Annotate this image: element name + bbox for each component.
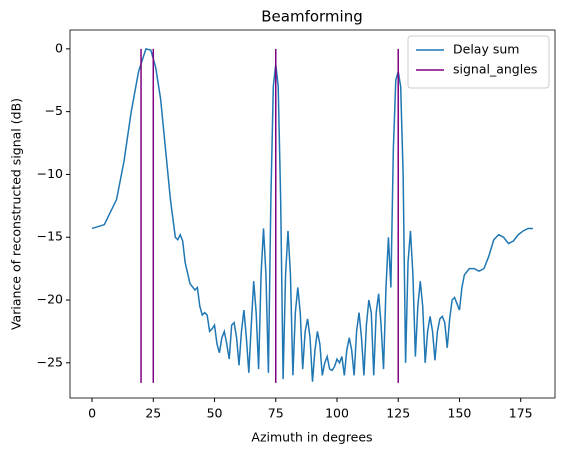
y-tick-label: −15 [37,229,63,244]
x-tick-label: 0 [88,406,96,421]
y-tick-label: 0 [55,40,63,55]
x-tick-label: 50 [207,406,223,421]
y-tick-label: −25 [37,354,63,369]
y-tick-label: −5 [45,103,63,118]
y-tick-label: −10 [37,166,63,181]
x-tick-label: 150 [448,406,472,421]
x-tick-label: 100 [325,406,349,421]
plot-frame [69,29,556,399]
x-tick-label: 25 [145,406,161,421]
legend-label: signal_angles [453,62,537,77]
legend-label: Delay sum [453,42,519,57]
x-axis-label: Azimuth in degrees [251,430,372,445]
x-tick-label: 125 [386,406,410,421]
x-tick-label: 75 [268,406,284,421]
x-tick-label: 175 [509,406,533,421]
y-axis-label: Variance of reconstructed signal (dB) [9,98,24,330]
chart-title: Beamforming [261,8,363,26]
legend-box [407,35,550,89]
y-tick-label: −20 [37,292,63,307]
data-line [91,47,533,382]
